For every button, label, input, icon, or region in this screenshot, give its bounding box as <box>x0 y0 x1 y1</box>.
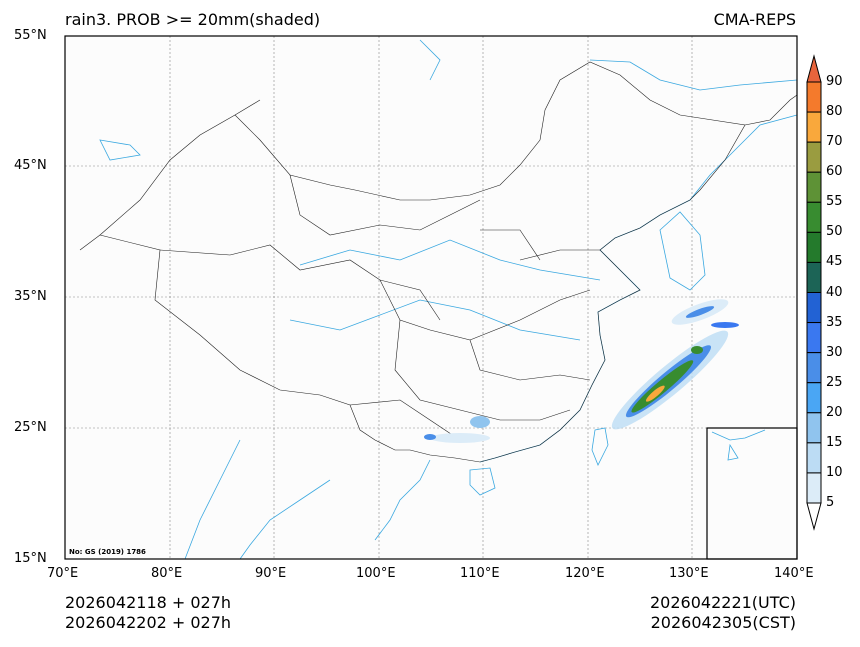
colorbar-bin <box>806 111 822 143</box>
colorbar-label: 50 <box>826 224 843 240</box>
lat-tick: 25°N <box>14 420 47 435</box>
colorbar-label: 30 <box>826 344 843 360</box>
colorbar-bin <box>806 352 822 384</box>
colorbar-label: 55 <box>826 194 843 210</box>
valid-time-utc: 2026042221(UTC) <box>650 593 796 612</box>
lat-tick: 35°N <box>14 289 47 304</box>
lat-tick: 55°N <box>14 28 47 43</box>
colorbar-label: 25 <box>826 374 843 390</box>
colorbar-label: 70 <box>826 134 843 150</box>
colorbar-label: 40 <box>826 284 843 300</box>
valid-time-cst: 2026042305(CST) <box>650 613 796 632</box>
map-attribution: No: GS (2019) 1786 <box>69 548 146 556</box>
map-frame <box>64 35 798 560</box>
colorbar-label: 20 <box>826 404 843 420</box>
colorbar-bin <box>806 231 822 263</box>
country-borders <box>79 61 798 463</box>
colorbar-bin <box>806 412 822 444</box>
colorbar-bin <box>806 201 822 233</box>
colorbar-label: 45 <box>826 254 843 270</box>
colorbar-label: 35 <box>826 314 843 330</box>
colorbar-label: 60 <box>826 164 843 180</box>
colorbar <box>806 54 822 531</box>
model-name: CMA-REPS <box>713 10 796 29</box>
colorbar-label: 5 <box>826 495 835 510</box>
init-time-cst: 2026042202 + 027h <box>65 613 232 632</box>
lon-tick: 90°E <box>255 566 287 581</box>
colorbar-extend-max <box>806 54 822 83</box>
colorbar-bin <box>806 261 822 293</box>
colorbar-bin <box>806 322 822 354</box>
rain-probability-shading <box>424 299 739 443</box>
colorbar-label: 90 <box>826 74 843 89</box>
colorbar-bin <box>806 442 822 474</box>
coastline <box>99 39 798 560</box>
colorbar-bin <box>806 171 822 203</box>
lat-tick: 15°N <box>14 551 47 566</box>
lat-tick: 45°N <box>14 158 47 173</box>
colorbar-bin <box>806 81 822 113</box>
lon-tick: 130°E <box>669 566 709 581</box>
lon-tick: 70°E <box>47 566 79 581</box>
gridlines <box>65 36 797 559</box>
colorbar-label: 10 <box>826 464 843 480</box>
lon-tick: 100°E <box>356 566 396 581</box>
colorbar-label: 15 <box>826 434 843 450</box>
lon-tick: 140°E <box>774 566 814 581</box>
south-china-sea-inset <box>706 427 798 560</box>
lon-tick: 110°E <box>460 566 500 581</box>
map-title: rain3. PROB >= 20mm(shaded) <box>65 10 321 29</box>
colorbar-extend-min <box>806 502 822 531</box>
colorbar-bin <box>806 292 822 324</box>
lon-tick: 120°E <box>565 566 605 581</box>
colorbar-label: 80 <box>826 104 843 120</box>
init-time-utc: 2026042118 + 027h <box>65 593 232 612</box>
lon-tick: 80°E <box>151 566 183 581</box>
colorbar-bin <box>806 141 822 173</box>
colorbar-bin <box>806 382 822 414</box>
colorbar-bin <box>806 472 822 504</box>
